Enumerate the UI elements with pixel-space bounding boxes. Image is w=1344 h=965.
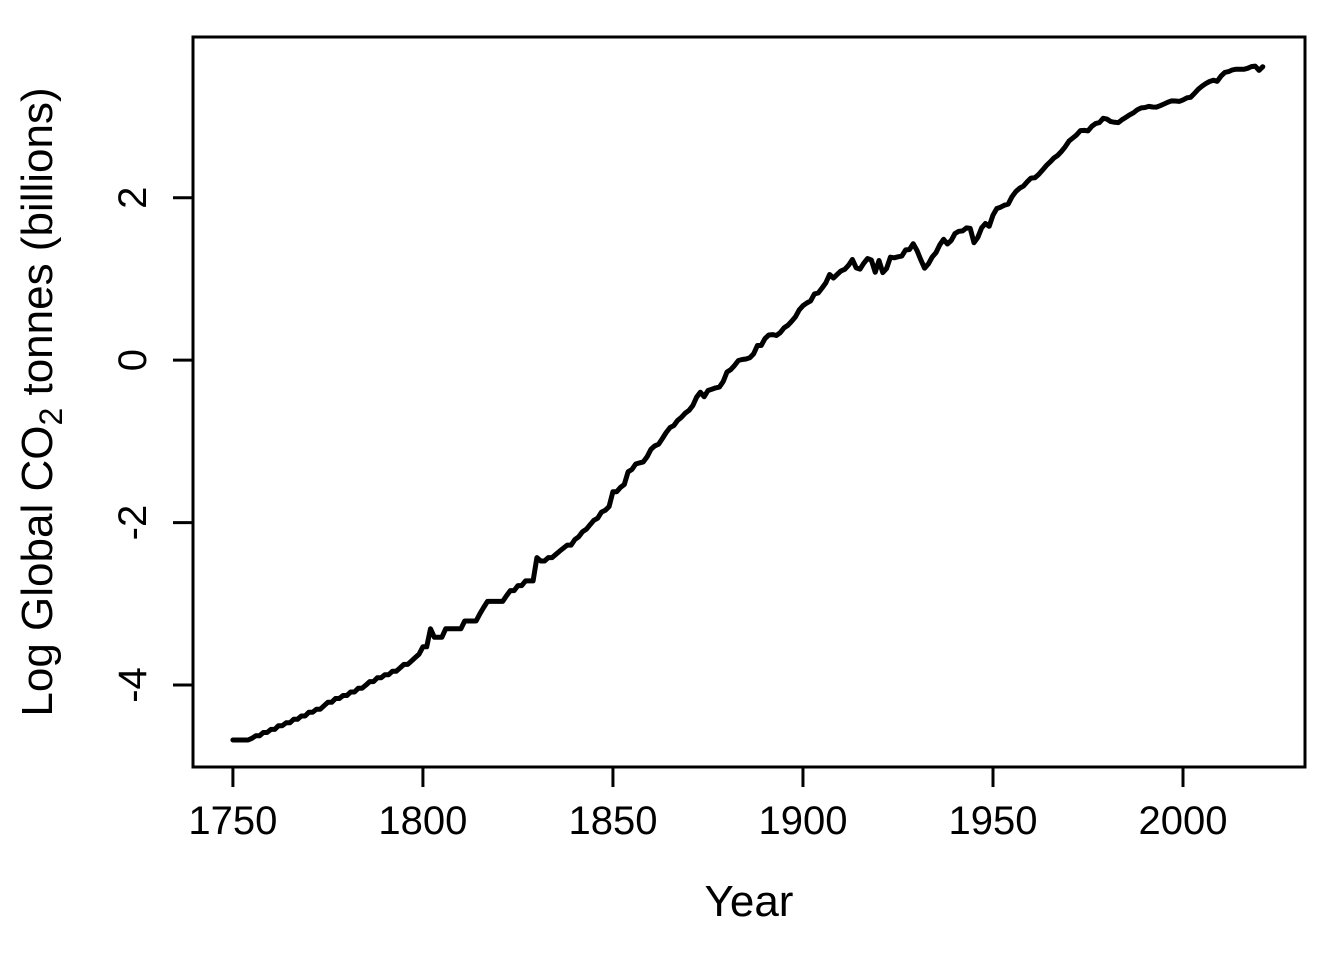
x-tick-label: 1850 [568,799,657,843]
y-axis-title: Log Global CO2 tonnes (billions) [13,87,69,716]
y-axis-title-subscript: 2 [33,408,69,426]
y-axis-title-post: tonnes (billions) [13,87,62,407]
y-tick-label: -4 [111,667,155,703]
x-axis: 1750 1800 1850 1900 1950 2000 [188,767,1227,843]
x-axis-title: Year [705,877,794,926]
x-tick-label: 1950 [948,799,1037,843]
series-group [230,63,1266,743]
x-tick-label: 1800 [378,799,467,843]
y-axis: -4 -2 0 2 [111,187,193,703]
co2-series-line [230,63,1266,743]
y-tick-label: 2 [111,187,155,209]
y-axis-title-pre: Log Global CO [13,426,62,717]
plot-border [191,35,1307,769]
x-tick-label: 1750 [188,799,277,843]
x-tick-label: 1900 [758,799,847,843]
x-tick-label: 2000 [1139,799,1228,843]
y-tick-label: 0 [111,349,155,371]
y-tick-label: -2 [111,505,155,541]
